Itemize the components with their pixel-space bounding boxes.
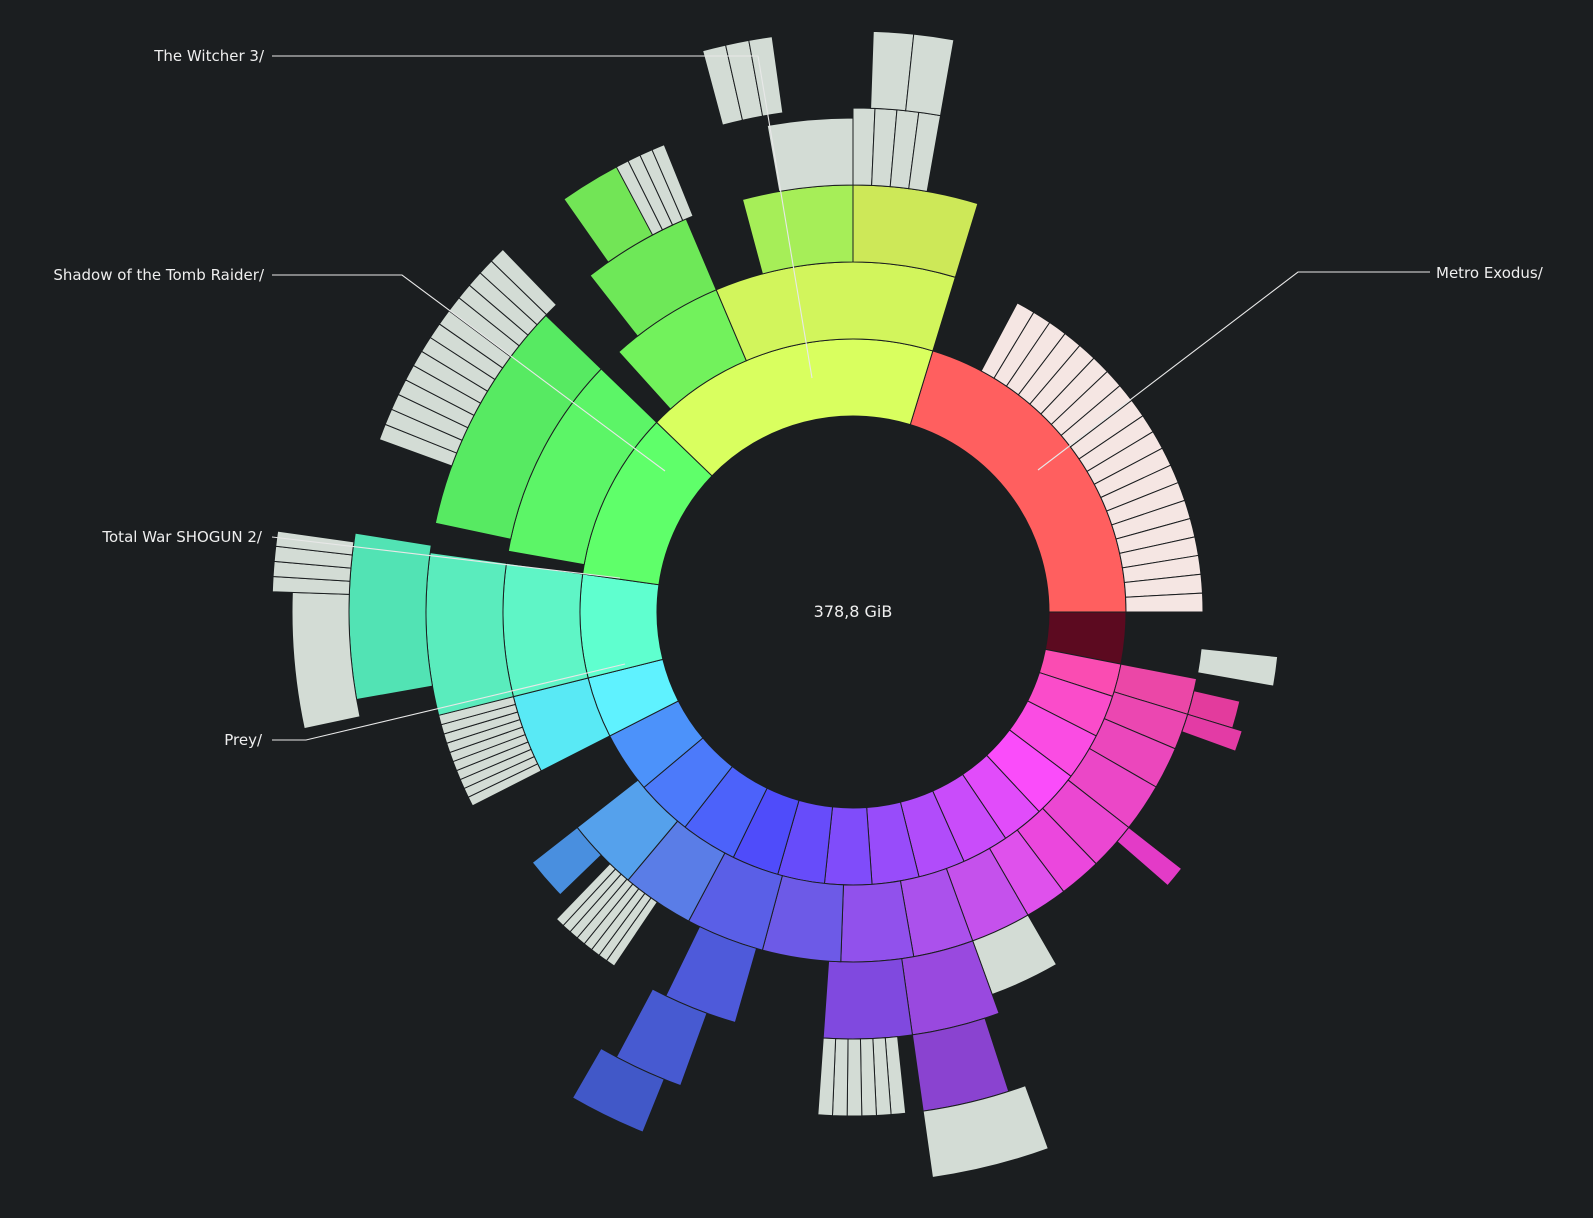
leader-shadow-of-the-tomb-raider xyxy=(272,274,666,472)
magenta-deep-1[interactable] xyxy=(1181,713,1243,752)
metro-file-19[interactable] xyxy=(1125,592,1204,613)
purple-files-5[interactable] xyxy=(817,1037,837,1117)
shogun-sub-0[interactable] xyxy=(502,562,589,698)
blue-files-7[interactable] xyxy=(555,863,617,927)
witcher-files-1[interactable] xyxy=(766,117,854,193)
folder-total-war-shogun-2[interactable] xyxy=(579,573,664,679)
leader-total-war-shogun-2 xyxy=(271,536,621,579)
label-shadow-of-the-tomb-raider[interactable]: Shadow of the Tomb Raider/ xyxy=(53,266,265,284)
label-prey[interactable]: Prey/ xyxy=(224,731,263,749)
chart-segments[interactable] xyxy=(271,30,1279,1179)
blue-deep-3[interactable] xyxy=(531,826,602,896)
witcher-files-0-3[interactable] xyxy=(651,144,694,222)
leader-the-witcher-3 xyxy=(272,55,813,379)
shogun-sub-1[interactable] xyxy=(425,552,515,716)
shogun-sub-2[interactable] xyxy=(348,532,434,701)
witcher-sub-3[interactable] xyxy=(741,184,854,275)
purple-file-1[interactable] xyxy=(922,1084,1049,1179)
purple-sub-3[interactable] xyxy=(840,880,915,963)
shogun-files-3[interactable] xyxy=(275,530,355,556)
purple-deep-1[interactable] xyxy=(822,958,913,1040)
label-metro-exodus[interactable]: Metro Exodus/ xyxy=(1436,264,1544,282)
magenta-deep-2[interactable] xyxy=(1116,826,1183,887)
label-total-war-shogun-2[interactable]: Total War SHOGUN 2/ xyxy=(101,528,263,546)
total-size-label: 378,8 GiB xyxy=(814,602,893,621)
blue-deep-2[interactable] xyxy=(571,1047,665,1133)
blue-deep-0[interactable] xyxy=(665,925,758,1024)
leader-metro-exodus xyxy=(1037,271,1430,471)
magenta-file-0[interactable] xyxy=(1197,648,1279,687)
tomb-files-13[interactable] xyxy=(490,248,558,316)
witcher-files-4-1[interactable] xyxy=(905,33,955,117)
purple-files-3[interactable] xyxy=(846,1038,863,1117)
leader-prey xyxy=(272,663,626,741)
label-the-witcher-3[interactable]: The Witcher 3/ xyxy=(153,47,265,65)
label-leaders xyxy=(271,55,1430,741)
